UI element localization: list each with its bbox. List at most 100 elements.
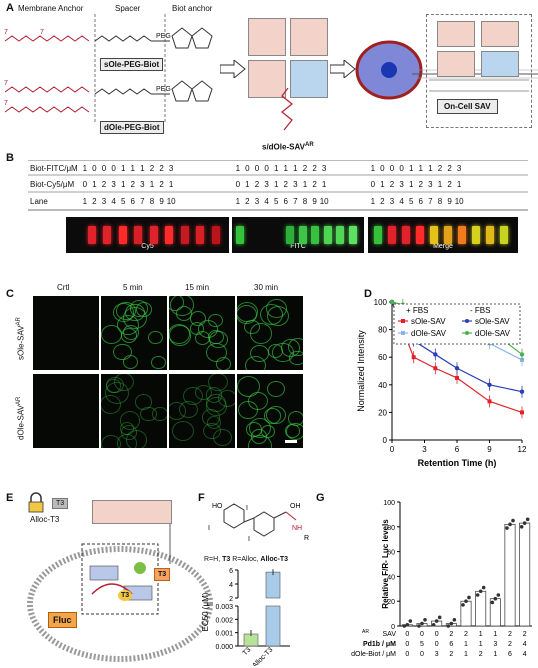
- gel-band: [134, 226, 142, 244]
- gel-band: [103, 226, 111, 244]
- data-point: [423, 618, 427, 622]
- cell-outline: [113, 343, 132, 361]
- cell-outline: [265, 405, 286, 424]
- panel-label-e: E: [6, 492, 14, 504]
- data-point: [519, 525, 524, 529]
- gel-merge: Merge: [368, 217, 518, 253]
- data-point: [478, 589, 483, 594]
- gel-band: [211, 226, 220, 244]
- fitc_vals-10: 3: [168, 164, 174, 173]
- cell-outline: [218, 390, 235, 408]
- sav-complex-diagram: [248, 18, 328, 138]
- cell-outline: [213, 428, 232, 447]
- data-point: [405, 622, 410, 627]
- lanes-8: 8: [302, 197, 308, 206]
- gel-band: [486, 226, 494, 244]
- cell-arrow: [330, 60, 356, 78]
- spacer-label: Spacer: [115, 4, 141, 13]
- cell-outline: [151, 356, 166, 370]
- alloc-t3-label: Alloc-T3: [30, 515, 60, 524]
- oncell-label: On-Cell SAV: [437, 99, 498, 114]
- lanes-9: 9: [159, 197, 164, 206]
- y-tick-label: 4: [229, 582, 233, 589]
- table-cell: 1: [493, 631, 497, 638]
- fitc_vals-1: 1: [82, 164, 88, 173]
- table-cell: 2: [449, 631, 453, 638]
- fitc_vals-4: 0: [111, 164, 116, 173]
- compound-label-sole: sOle-PEG-Biot: [100, 58, 164, 71]
- table-cell: 1: [479, 641, 483, 648]
- cy5_vals-7: 3: [140, 180, 145, 189]
- table-cell: 1: [464, 651, 468, 658]
- membrane-anchor-label: Membrane Anchor: [18, 4, 84, 13]
- table-cell: 3: [435, 651, 439, 658]
- lanes-7: 7: [293, 197, 298, 206]
- y-tick-label: 60: [387, 550, 395, 557]
- t3-label-released: T3: [154, 568, 171, 581]
- gel-band: [472, 226, 480, 244]
- data-point: [520, 410, 524, 415]
- y-tick-label: 20: [378, 408, 387, 417]
- peg-label-1: PEG: [156, 33, 171, 40]
- lanes-9: 9: [312, 197, 317, 206]
- data-point: [402, 624, 407, 628]
- table-cell: 1: [493, 651, 497, 658]
- lanes-3: 3: [101, 197, 107, 206]
- cell-outline: [250, 428, 267, 444]
- fitc_vals-5: 1: [408, 164, 414, 173]
- cy5_vals-6: 2: [418, 180, 423, 189]
- lane-values-2: 1 2 3 4 5 6 7 8 9 10: [233, 197, 329, 206]
- fitc_vals-9: 2: [312, 164, 317, 173]
- fitc_vals-3: 0: [101, 164, 107, 173]
- data-point: [481, 585, 486, 590]
- data-point: [437, 615, 442, 620]
- oncell-inset: On-Cell SAV: [426, 14, 532, 128]
- table-cell: 0: [435, 631, 439, 638]
- cy5_vals-2: 1: [92, 180, 97, 189]
- gel-band: [87, 226, 96, 244]
- fitc_vals-2: 0: [245, 164, 250, 173]
- legend-group-label: + FBS: [406, 306, 428, 315]
- table-cell: 4: [523, 651, 527, 658]
- cell-outline: [122, 355, 138, 369]
- peg-label-2: PEG: [156, 86, 171, 93]
- cell-membrane-diagram: [27, 522, 213, 662]
- legend-marker: [465, 331, 469, 335]
- t3-structure: HO I I I OH NH R: [208, 503, 309, 543]
- cell-outline: [237, 375, 260, 397]
- table-row-label: Pd1b / μM: [363, 641, 396, 648]
- lanes-6: 6: [130, 197, 135, 206]
- legend-box: [393, 303, 521, 345]
- x-tick-label: 6: [455, 445, 460, 454]
- fitc_vals-8: 2: [437, 164, 443, 173]
- lanes-10: 10: [166, 197, 176, 206]
- cy5_vals-10: 1: [456, 180, 462, 189]
- lanes-10: 10: [319, 197, 329, 206]
- lanes-1: 1: [82, 197, 88, 206]
- conjugation-arrow: [220, 60, 246, 78]
- data-point: [431, 622, 436, 627]
- gel-band: [336, 226, 344, 244]
- gel-fitc: FITC: [232, 217, 364, 253]
- lanes-6: 6: [283, 197, 288, 206]
- y-tick-label: 80: [378, 326, 387, 335]
- fitc_vals-8: 2: [302, 164, 308, 173]
- cy5_vals-5: 1: [408, 180, 414, 189]
- svg-text:I: I: [208, 525, 210, 532]
- cy5_vals-1: 0: [370, 180, 376, 189]
- bar: [519, 522, 531, 627]
- legend-entry: sOle-SAV: [475, 317, 510, 326]
- lanes-5: 5: [120, 197, 126, 206]
- cy5_vals-8: 1: [437, 180, 443, 189]
- lanes-8: 8: [437, 197, 443, 206]
- gel-band: [118, 226, 127, 244]
- cy5_vals-5: 1: [273, 180, 279, 189]
- r-group-label: R=H, T3 R=Alloc, Alloc-T3: [204, 556, 289, 563]
- x-tick-label: 0: [390, 445, 395, 454]
- table-cell: 2: [508, 631, 512, 638]
- gel-band: [149, 226, 158, 244]
- gel-band: [444, 226, 452, 244]
